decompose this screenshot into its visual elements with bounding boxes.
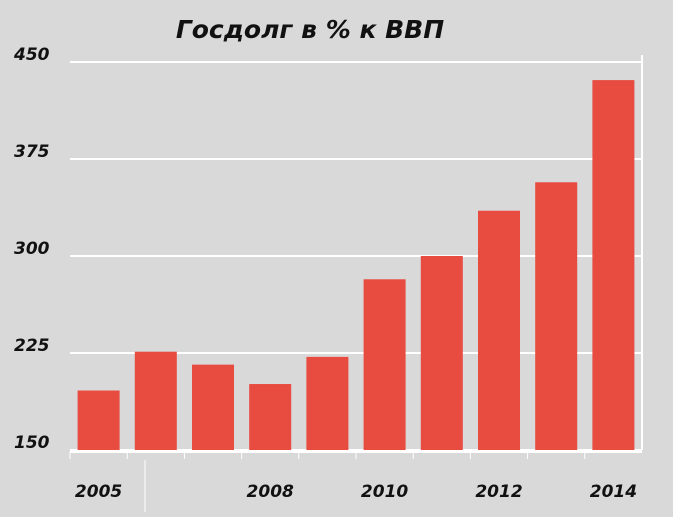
bar [535,182,578,450]
y-tick-label: 150 [14,433,50,453]
bar [192,364,234,450]
x-tick-label: 2008 [247,482,294,502]
y-tick-label: 225 [14,336,50,356]
bar [363,279,406,450]
bar [77,390,120,450]
bar [420,256,463,450]
bar [478,210,520,450]
bar [306,356,349,450]
x-tick-label: 2010 [361,482,408,502]
y-tick-label: 300 [14,239,50,259]
y-tick-label: 375 [14,142,50,162]
y-tick-label: 450 [13,45,50,65]
chart-title: Госдолг в % к ВВП [176,15,444,44]
x-tick-label: 2014 [590,482,637,502]
bar [249,384,292,450]
x-tick-label: 2005 [75,482,122,502]
bar [134,351,177,450]
x-tick-label: 2012 [475,482,522,502]
bar [592,80,635,451]
